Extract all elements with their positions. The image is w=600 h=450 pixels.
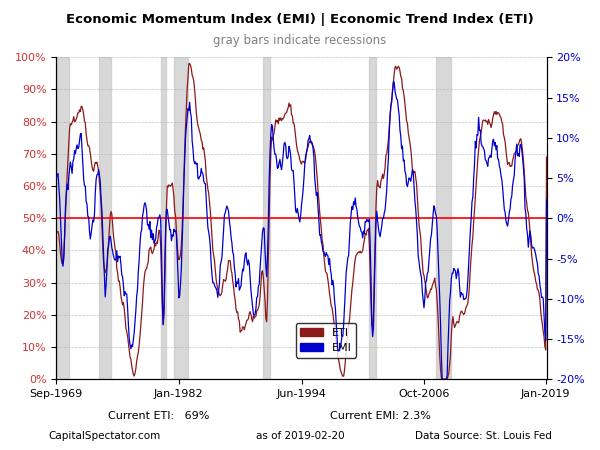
Bar — [436, 57, 451, 379]
Text: Data Source: St. Louis Fed: Data Source: St. Louis Fed — [415, 431, 552, 441]
Text: CapitalSpectator.com: CapitalSpectator.com — [48, 431, 160, 441]
Bar — [369, 57, 376, 379]
Bar — [98, 57, 111, 379]
Legend: ETI, EMI: ETI, EMI — [296, 323, 356, 358]
Text: Current ETI:   69%: Current ETI: 69% — [108, 411, 209, 421]
Text: Current EMI: 2.3%: Current EMI: 2.3% — [330, 411, 431, 421]
Bar — [263, 57, 271, 379]
Bar — [174, 57, 188, 379]
Bar — [57, 57, 69, 379]
Text: gray bars indicate recessions: gray bars indicate recessions — [214, 34, 386, 47]
Bar — [161, 57, 166, 379]
Text: as of 2019-02-20: as of 2019-02-20 — [256, 431, 344, 441]
Text: Economic Momentum Index (EMI) | Economic Trend Index (ETI): Economic Momentum Index (EMI) | Economic… — [66, 14, 534, 27]
